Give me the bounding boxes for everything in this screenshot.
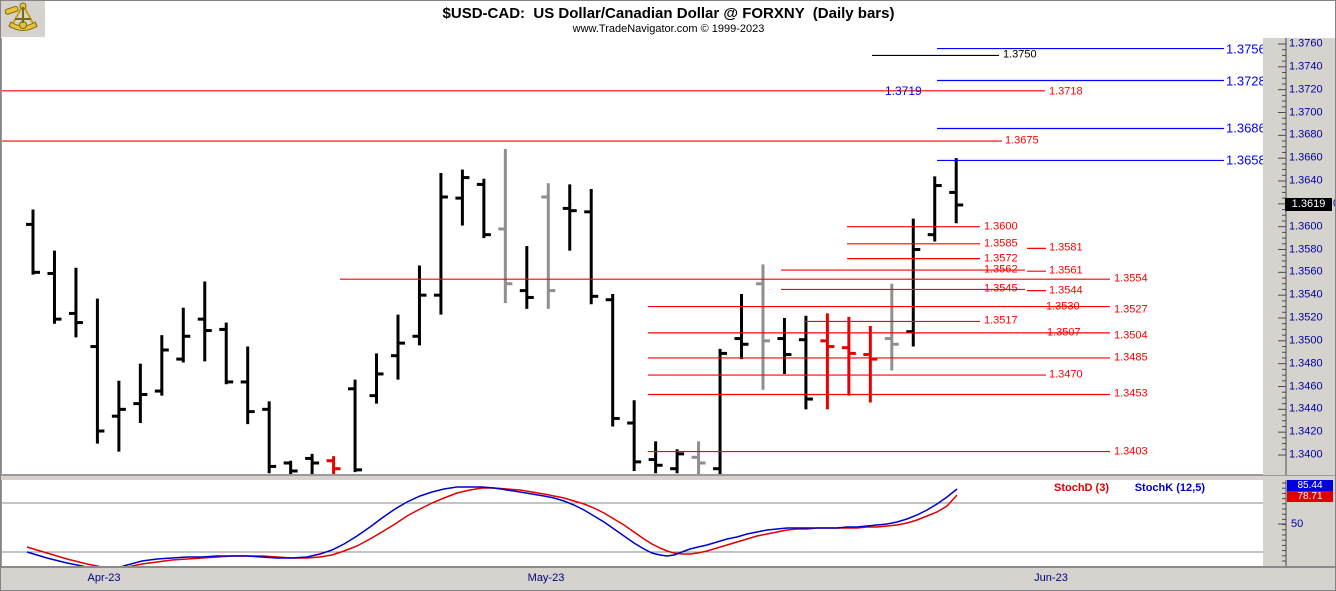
price-level-label: 1.3403 bbox=[1114, 445, 1148, 458]
price-axis-label: 1.3600 bbox=[1289, 220, 1323, 233]
price-axis-label: 1.3420 bbox=[1289, 425, 1323, 438]
price-level-label: 1.3485 bbox=[1114, 351, 1148, 364]
price-axis-label: 1.3460 bbox=[1289, 380, 1323, 392]
chart-title: $USD-CAD: US Dollar/Canadian Dollar @ FO… bbox=[442, 5, 895, 22]
price-axis-label: 1.3440 bbox=[1289, 402, 1323, 415]
price-level-label: 1.3719 bbox=[885, 83, 922, 98]
price-level-label: 1.3517 bbox=[984, 314, 1018, 327]
ohlc-bars-canvas[interactable] bbox=[2, 38, 1263, 475]
stochastic-axis[interactable]: 85.44 78.71 50 bbox=[1263, 480, 1335, 566]
stochastic-curves-canvas[interactable] bbox=[2, 480, 1263, 566]
current-price-trailing-digit: 0 bbox=[1333, 198, 1335, 210]
stoch-mid-tick-label: 50 bbox=[1291, 518, 1304, 530]
chart-subtitle: www.TradeNavigator.com © 1999-2023 bbox=[572, 23, 765, 35]
price-axis-label: 1.3400 bbox=[1289, 448, 1323, 461]
price-axis-label: 1.3640 bbox=[1289, 174, 1323, 187]
stochk-value-box: 85.44 bbox=[1287, 480, 1333, 491]
price-axis-label: 1.3500 bbox=[1289, 334, 1323, 347]
price-axis-label: 1.3660 bbox=[1289, 151, 1323, 164]
stochd-curve bbox=[26, 487, 958, 566]
chart-titlebar: $USD-CAD: US Dollar/Canadian Dollar @ FO… bbox=[1, 1, 1335, 39]
stochk-legend-label[interactable]: StochK (12,5) bbox=[1134, 482, 1205, 494]
price-level-label: 1.3750 bbox=[1003, 48, 1037, 61]
price-level-label: 1.3600 bbox=[984, 220, 1018, 233]
price-level-label: 1.3581 bbox=[1049, 241, 1083, 254]
price-level-label: 1.3686 bbox=[1224, 121, 1263, 135]
stochastic-panel[interactable]: StochD (3) StochK (12,5) bbox=[1, 480, 1263, 566]
genesis-sextant-logo-icon bbox=[1, 1, 45, 37]
price-level-label: 1.3545 bbox=[984, 282, 1018, 295]
price-level-label: 1.3728 bbox=[1224, 74, 1263, 88]
price-level-label: 1.3527 bbox=[1114, 303, 1148, 316]
price-chart-area[interactable]: 1.3756 1.3750 1.3728 1.3719 1.3718 1.3686 1.36… bbox=[1, 38, 1263, 475]
price-axis-label: 1.3760 bbox=[1289, 37, 1323, 50]
date-label-apr: Apr-23 bbox=[87, 572, 121, 584]
price-level-label: 1.3544 bbox=[1049, 284, 1083, 297]
price-level-label: 1.3562 bbox=[984, 263, 1018, 276]
stochd-legend-label[interactable]: StochD (3) bbox=[1054, 482, 1109, 494]
price-axis-label: 1.3740 bbox=[1289, 60, 1323, 73]
price-axis-label: 1.3520 bbox=[1289, 311, 1323, 324]
price-level-label: 1.3585 bbox=[984, 237, 1018, 250]
price-level-label: 1.3658 bbox=[1224, 153, 1263, 167]
date-label-jun: Jun-23 bbox=[1034, 572, 1068, 584]
stochk-curve bbox=[26, 486, 958, 566]
price-level-label: 1.3561 bbox=[1049, 264, 1083, 277]
price-level-label: 1.3453 bbox=[1114, 387, 1148, 400]
price-level-label: 1.3504 bbox=[1114, 329, 1148, 342]
price-axis-label: 1.3560 bbox=[1289, 265, 1323, 278]
price-axis-label: 1.3680 bbox=[1289, 128, 1323, 141]
price-level-label: 1.3675 bbox=[1005, 134, 1039, 147]
price-level-label: 1.3572 bbox=[984, 252, 1018, 265]
price-axis-label: 1.3720 bbox=[1289, 83, 1323, 96]
price-level-label: 1.3756 bbox=[1224, 42, 1263, 56]
date-label-may: May-23 bbox=[527, 572, 565, 584]
price-level-label: 1.3507 bbox=[1047, 326, 1081, 339]
stochd-value-box: 78.71 bbox=[1287, 491, 1333, 502]
price-axis-label: 1.3580 bbox=[1289, 243, 1323, 255]
date-axis[interactable]: Apr-23 May-23 Jun-23 bbox=[1, 566, 1335, 590]
price-level-label: 1.3718 bbox=[1049, 85, 1083, 98]
price-level-label: 1.3554 bbox=[1114, 272, 1148, 285]
price-level-label: 1.3530 bbox=[1046, 300, 1080, 313]
current-price-box: 1.3619 bbox=[1285, 198, 1332, 211]
price-level-label: 1.3470 bbox=[1049, 368, 1083, 381]
price-axis[interactable]: 1.3760 1.3740 1.3720 1.3700 1.3680 1.3660 1.36… bbox=[1263, 37, 1335, 475]
price-axis-label: 1.3700 bbox=[1289, 106, 1323, 118]
price-axis-label: 1.3540 bbox=[1289, 288, 1323, 301]
price-axis-label: 1.3480 bbox=[1289, 357, 1323, 370]
panel-separator bbox=[1, 475, 1335, 480]
